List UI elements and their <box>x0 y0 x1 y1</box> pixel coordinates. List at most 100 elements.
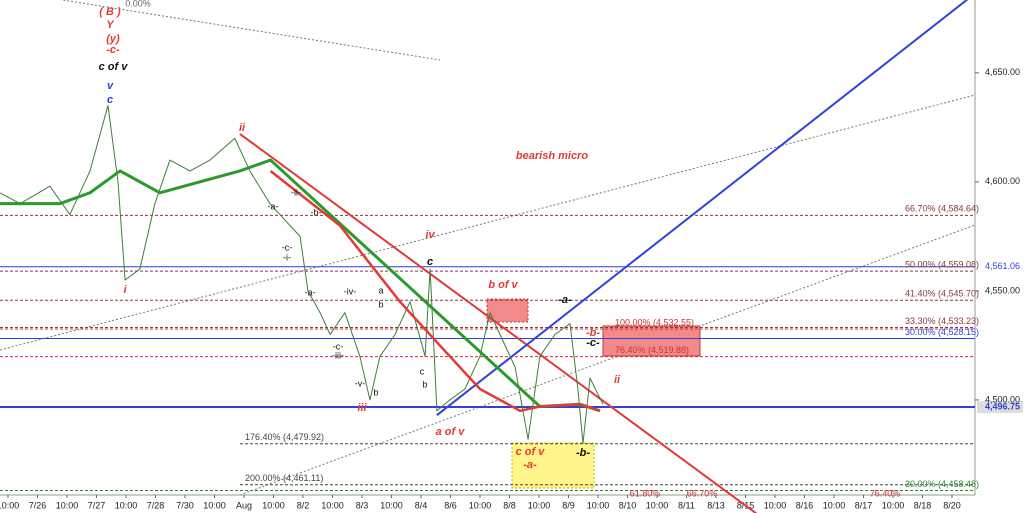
wave-label: -c- <box>586 337 600 349</box>
x-tick-label: 10:00 <box>882 500 905 510</box>
x-tick-label: 10:00 <box>262 500 285 510</box>
wave-label: v <box>107 80 114 92</box>
x-tick-label: 10:00 <box>115 500 138 510</box>
price-label-box <box>977 260 1023 273</box>
y-tick-label: 4,550.00 <box>985 285 1020 295</box>
level-label: 30.00% (4,528.15) <box>905 327 979 337</box>
wave-label: -b- <box>311 207 322 217</box>
level-label: 41.40% (4,545.70) <box>905 289 979 299</box>
channel-line <box>239 224 976 496</box>
x-tick-label: 8/13 <box>707 500 725 510</box>
wave-label: -iv- <box>344 286 357 296</box>
x-tick-label: 8/10 <box>619 500 637 510</box>
x-tick-label: 8/9 <box>562 500 575 510</box>
wave-label: b <box>373 387 378 397</box>
wave-label: -iii- <box>332 350 344 360</box>
wave-label: i <box>123 284 127 296</box>
wave-label: -a- <box>558 294 572 306</box>
zone <box>486 298 529 323</box>
level-label: 30.00% (4,458.48) <box>905 479 979 489</box>
wave-label: a of v <box>436 426 466 438</box>
y-tick-label: 4,600.00 <box>985 176 1020 186</box>
wave-label: -i- <box>283 252 291 262</box>
x-tick-label: 7/26 <box>29 500 47 510</box>
level-label: 176.40% (4,479.92) <box>245 432 324 442</box>
wave-label: c <box>420 366 425 376</box>
wave-label: -c- <box>282 242 293 252</box>
wave-label: c of v <box>99 61 129 73</box>
wave-label: 66.70% <box>687 488 718 498</box>
wave-label: b of v <box>488 279 518 291</box>
x-tick-label: 7/30 <box>176 500 194 510</box>
x-tick-label: 8/4 <box>415 500 428 510</box>
trendline <box>436 0 969 416</box>
x-tick-label: 8/18 <box>914 500 932 510</box>
x-tick-label: 10:00 <box>528 500 551 510</box>
wave-label: b <box>422 379 427 389</box>
x-tick-label: 10:00 <box>646 500 669 510</box>
price-line <box>0 105 604 445</box>
wave-label: -ii- <box>291 187 301 197</box>
wave-label: -a- <box>523 459 537 471</box>
wave-label: -v- <box>355 378 366 388</box>
x-tick-label: 10:00 <box>764 500 787 510</box>
x-tick-label: 10:00 <box>469 500 492 510</box>
x-tick-label: 8/8 <box>503 500 516 510</box>
wave-label: bearish micro <box>516 150 588 162</box>
y-tick-label: 4,500.00 <box>985 394 1020 404</box>
x-tick-label: 10:00 <box>823 500 846 510</box>
x-tick-label: Aug <box>236 500 252 510</box>
wave-label: 61.80% <box>630 488 661 498</box>
x-tick-label: 8/20 <box>943 500 961 510</box>
x-tick-label: 8/16 <box>796 500 814 510</box>
wave-label: -a- <box>268 201 279 211</box>
wave-label: c <box>427 256 433 268</box>
wave-label: 76.40% <box>870 488 901 498</box>
wave-label: iv <box>425 229 435 241</box>
level-label: 76.40% (4,519.88) <box>615 345 689 355</box>
wave-label: Y <box>106 19 115 31</box>
x-tick-label: 7/27 <box>88 500 106 510</box>
wave-label: b <box>378 299 383 309</box>
wave-label: iii <box>357 402 367 414</box>
x-tick-label: 10:00 <box>380 500 403 510</box>
wave-label: c of v <box>516 446 546 458</box>
price-line <box>269 169 601 413</box>
wave-label: ii <box>614 374 621 386</box>
wave-label: -c- <box>106 44 120 56</box>
x-tick-label: 7/28 <box>147 500 165 510</box>
wave-label: -b- <box>576 447 590 459</box>
y-tick-label: 4,650.00 <box>985 67 1020 77</box>
x-tick-label: 8/6 <box>444 500 457 510</box>
wave-label: 0.00% <box>125 0 151 8</box>
x-tick-label: 8/3 <box>356 500 369 510</box>
price-label-box <box>977 401 1023 414</box>
x-tick-label: 8/17 <box>855 500 873 510</box>
wave-label: ( B ) <box>99 6 121 18</box>
level-label: 100.00% (4,532.55) <box>615 317 694 327</box>
wave-label: -c- <box>333 341 344 351</box>
x-tick-label: 10:00 <box>56 500 79 510</box>
plot-area <box>0 0 975 495</box>
x-tick-label: 10:00 <box>587 500 610 510</box>
wave-label: (y) <box>106 33 120 45</box>
zone <box>602 325 701 357</box>
wave-label: -b- <box>586 327 600 339</box>
x-tick-label: 10:00 <box>203 500 226 510</box>
x-tick-label: 8/2 <box>297 500 310 510</box>
wave-label: a <box>378 285 383 295</box>
wave-label: ii <box>239 122 246 134</box>
level-label: 50.00% (4,559.08) <box>905 259 979 269</box>
trendline <box>239 133 758 513</box>
level-label: 66.70% (4,584.64) <box>905 204 979 214</box>
wave-label: c <box>107 94 113 106</box>
level-label: 33.30% (4,533.23) <box>905 316 979 326</box>
price-label: 4,496.75 <box>985 401 1020 411</box>
x-tick-label: 8/11 <box>678 500 695 510</box>
level-label: 200.00% (4,461.11) <box>245 473 323 483</box>
x-tick-label: 10:00 <box>321 500 344 510</box>
price-label: 4,561.06 <box>985 261 1020 271</box>
x-tick-label: 10:00 <box>0 500 19 510</box>
